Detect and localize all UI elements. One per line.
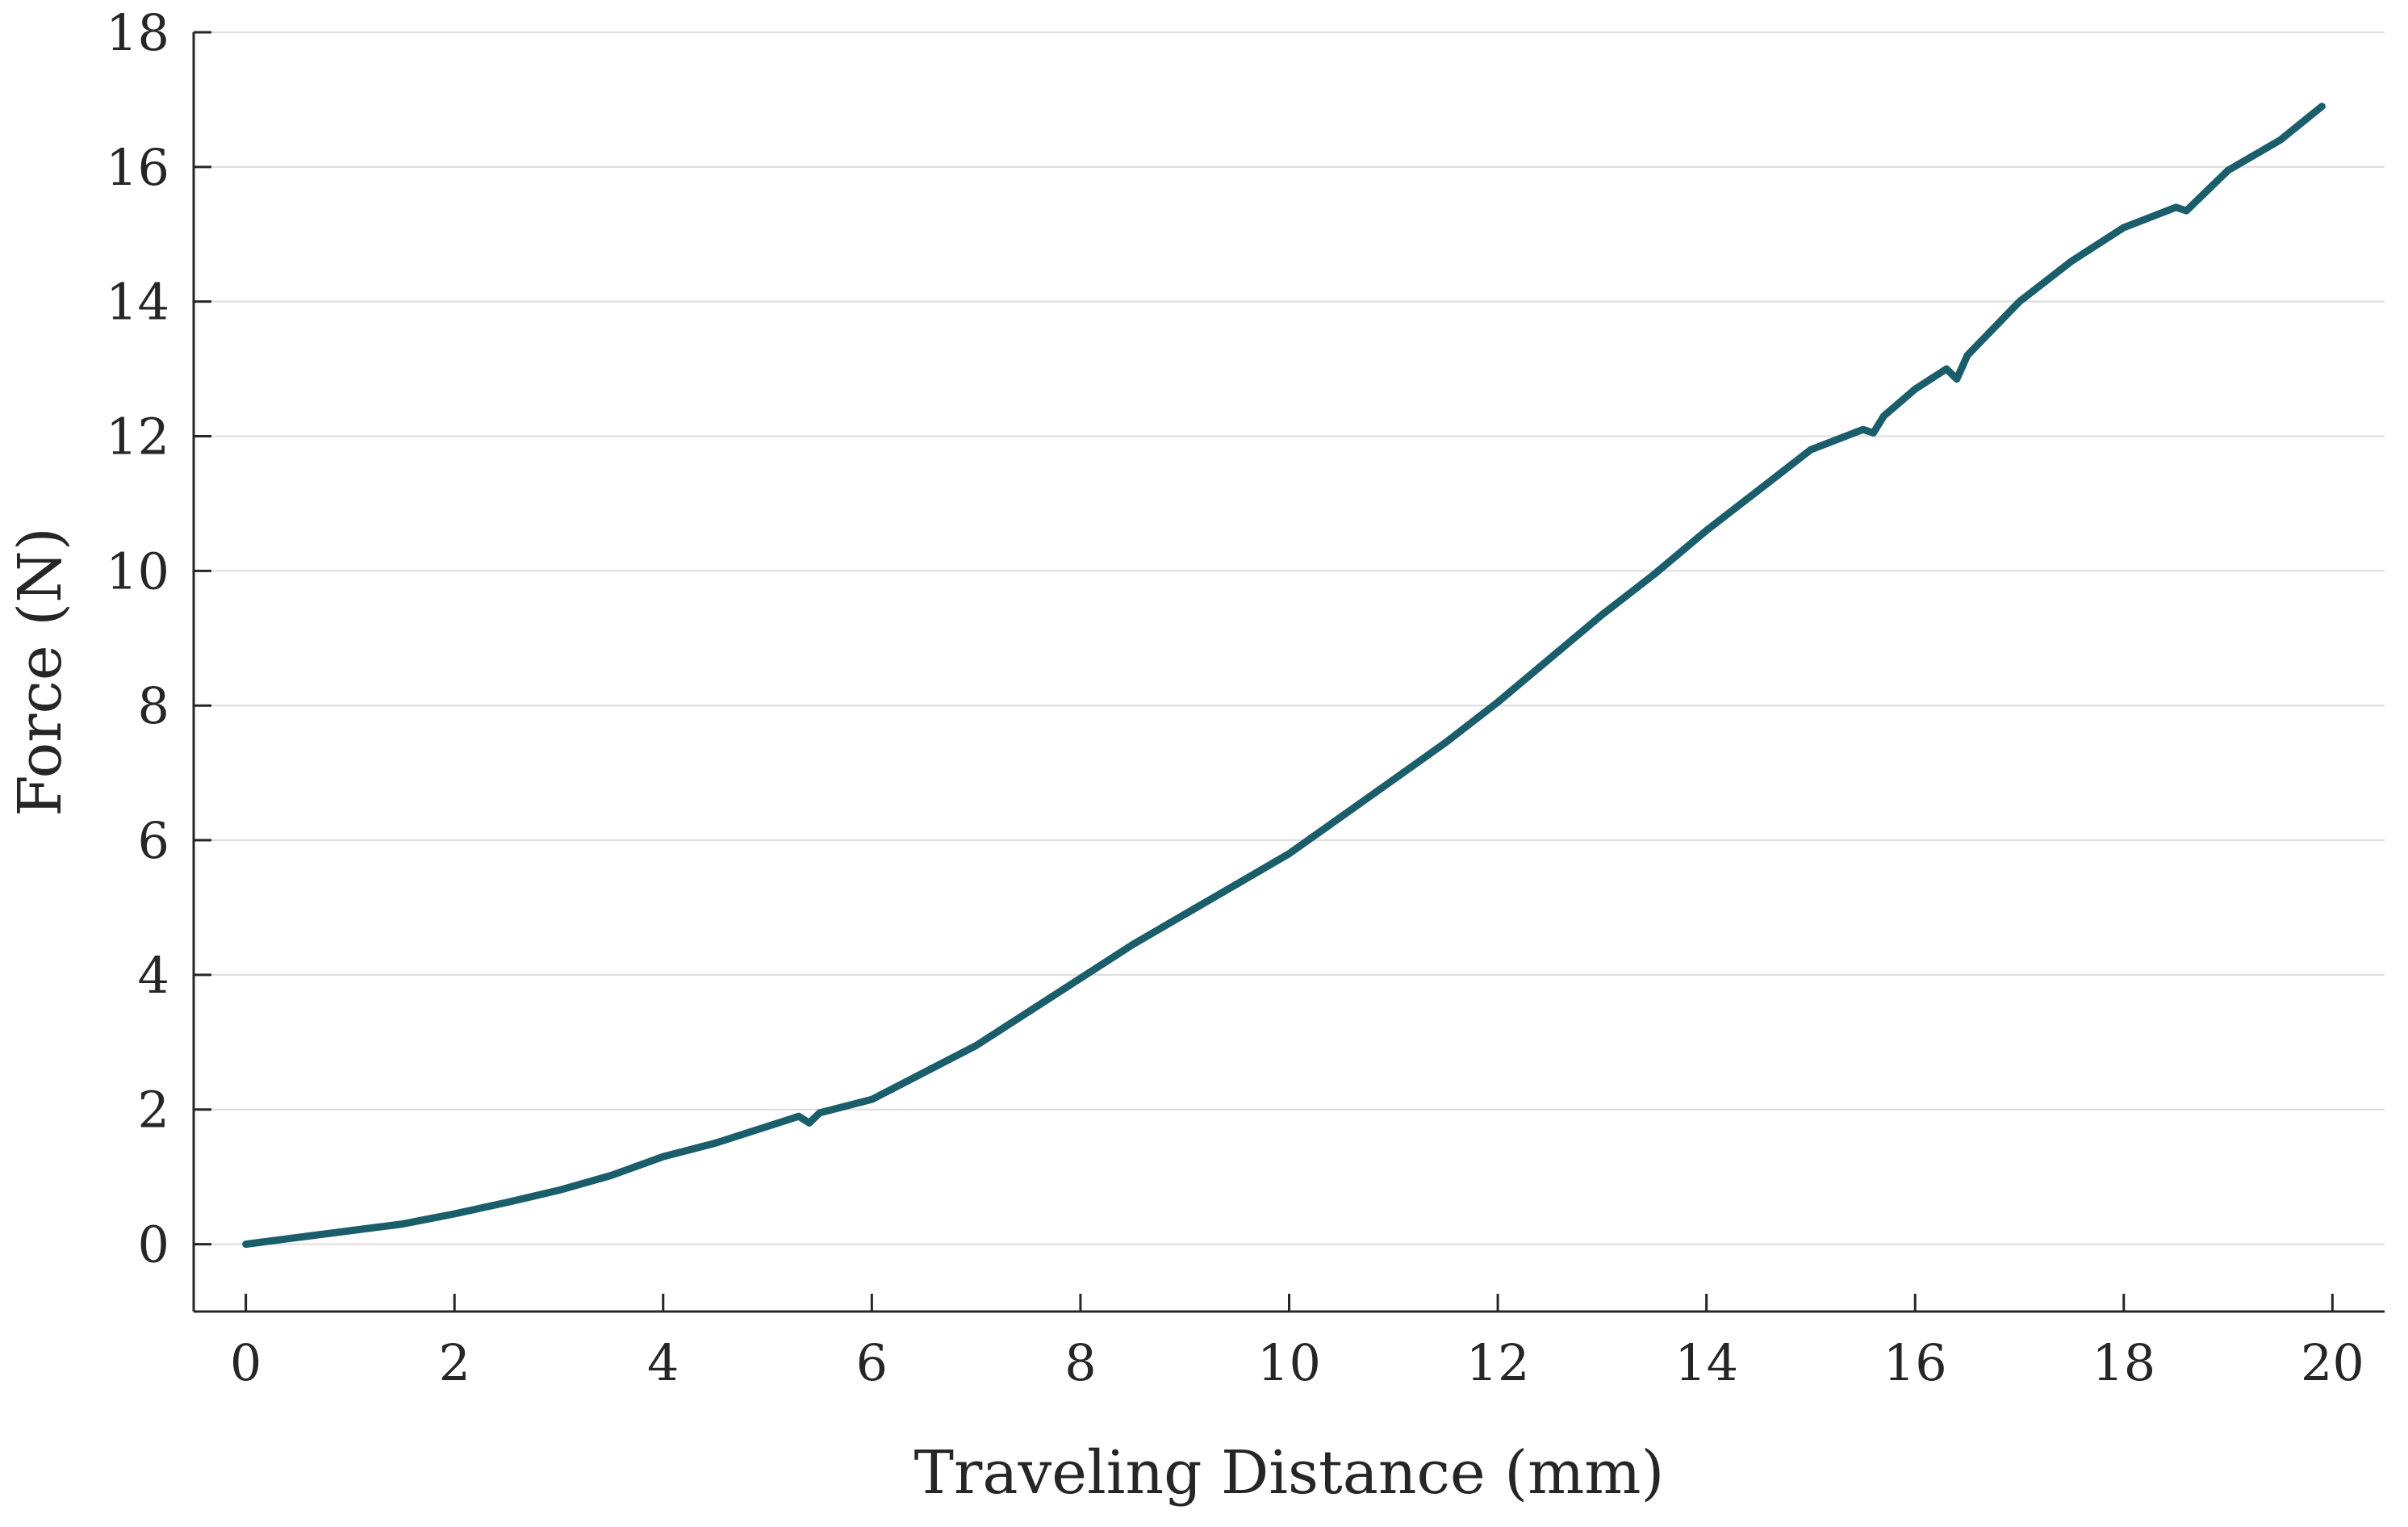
y-tick-label: 8 (138, 676, 169, 735)
x-tick-label: 20 (2301, 1333, 2364, 1392)
x-tick-label: 6 (856, 1333, 888, 1392)
y-tick-label: 18 (106, 3, 169, 62)
x-tick-label: 16 (1883, 1333, 1947, 1392)
x-tick-label: 12 (1466, 1333, 1530, 1392)
x-tick-label: 10 (1257, 1333, 1321, 1392)
y-axis-title: Force (N) (6, 527, 75, 816)
x-tick-label: 8 (1064, 1333, 1096, 1392)
y-tick-label: 4 (138, 946, 169, 1005)
x-axis-title: Traveling Distance (mm) (914, 1438, 1665, 1508)
x-tick-label: 0 (230, 1333, 261, 1392)
x-tick-label: 4 (647, 1333, 679, 1392)
x-tick-label: 18 (2092, 1333, 2155, 1392)
y-tick-label: 12 (106, 408, 169, 466)
axes-layer (192, 31, 2385, 1313)
y-tick-label: 10 (106, 542, 169, 600)
series-layer (242, 102, 2326, 1249)
y-tick-label: 14 (106, 273, 169, 332)
label-layer: Traveling Distance (mm) Force (N) 0 2 4 6 8 1… (6, 3, 2364, 1508)
y-tick-label: 6 (138, 811, 169, 870)
series-line (242, 102, 2326, 1249)
y-tick-label: 2 (138, 1081, 169, 1140)
y-tick-label: 16 (106, 138, 169, 197)
y-tick-label: 0 (138, 1215, 169, 1274)
grid-layer (194, 31, 2385, 1245)
x-tick-label: 2 (438, 1333, 470, 1392)
x-tick-label: 14 (1674, 1333, 1738, 1392)
